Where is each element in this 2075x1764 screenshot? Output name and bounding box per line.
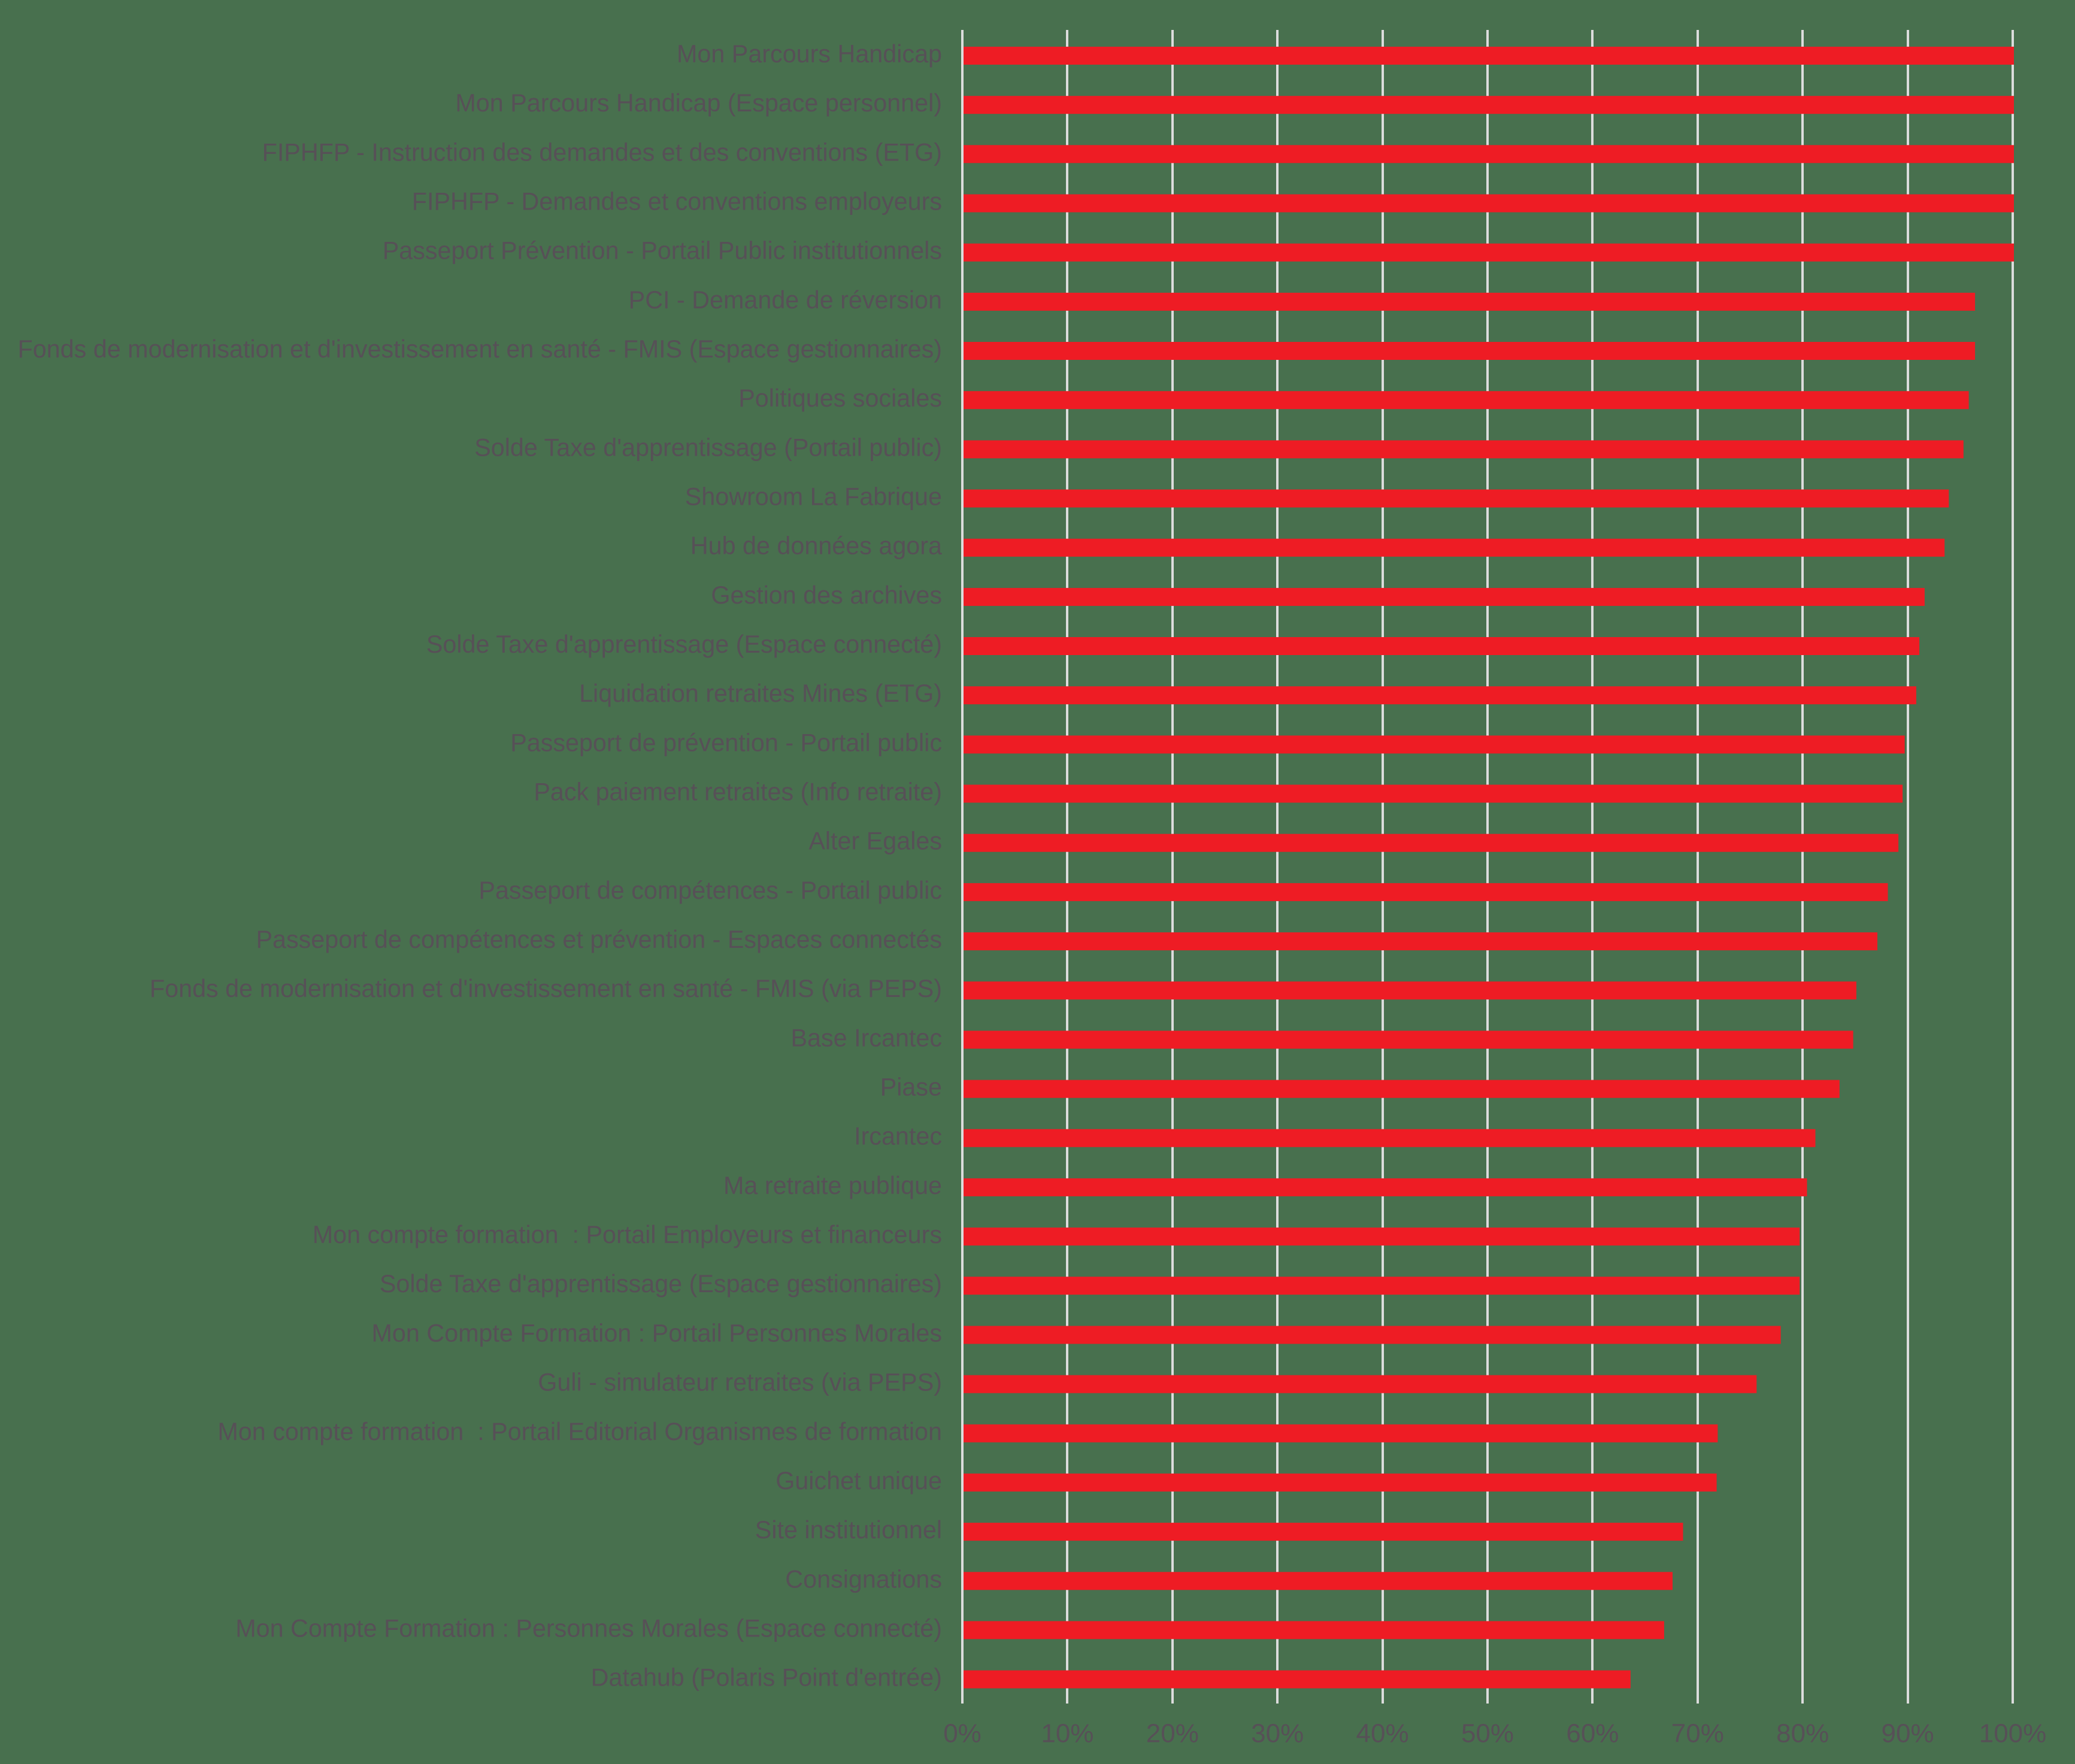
svg-text:Guichet unique: Guichet unique xyxy=(776,1467,942,1495)
svg-text:Ircantec: Ircantec xyxy=(854,1123,942,1150)
svg-text:40%: 40% xyxy=(1356,1719,1409,1748)
svg-text:Passeport de compétences - Por: Passeport de compétences - Portail publi… xyxy=(478,877,942,904)
svg-text:20%: 20% xyxy=(1146,1719,1199,1748)
svg-text:Alter Egales: Alter Egales xyxy=(808,828,942,855)
svg-text:Fonds de modernisation et d'in: Fonds de modernisation et d'investisseme… xyxy=(17,335,942,363)
svg-text:Pack paiement retraites (Info: Pack paiement retraites (Info retraite) xyxy=(534,778,942,806)
svg-text:90%: 90% xyxy=(1882,1719,1934,1748)
svg-text:PCI - Demande de réversion: PCI - Demande de réversion xyxy=(629,286,942,314)
svg-text:50%: 50% xyxy=(1461,1719,1514,1748)
svg-text:Solde Taxe d'apprentissage (Po: Solde Taxe d'apprentissage (Portail publ… xyxy=(474,434,942,461)
svg-text:Base Ircantec: Base Ircantec xyxy=(791,1024,943,1051)
svg-text:Consignations: Consignations xyxy=(785,1565,942,1593)
svg-text:Fonds de modernisation et d'in: Fonds de modernisation et d'investisseme… xyxy=(150,975,942,1002)
svg-text:0%: 0% xyxy=(943,1719,982,1748)
svg-text:Politiques sociales: Politiques sociales xyxy=(738,384,942,412)
svg-text:Ma retraite publique: Ma retraite publique xyxy=(723,1172,942,1199)
svg-text:Solde Taxe d'apprentissage (Es: Solde Taxe d'apprentissage (Espace gesti… xyxy=(380,1270,942,1298)
svg-text:Mon Parcours Handicap (Espace: Mon Parcours Handicap (Espace personnel) xyxy=(455,89,942,117)
svg-text:Showroom La Fabrique: Showroom La Fabrique xyxy=(685,483,942,511)
svg-text:Hub de données agora: Hub de données agora xyxy=(690,532,942,560)
svg-text:Datahub (Polaris Point d'entré: Datahub (Polaris Point d'entrée) xyxy=(591,1664,942,1692)
svg-text:FIPHFP - Instruction des deman: FIPHFP - Instruction des demandes et des… xyxy=(262,138,942,166)
svg-text:Mon Compte Formation : Portail: Mon Compte Formation : Portail Personnes… xyxy=(371,1319,942,1347)
svg-text:30%: 30% xyxy=(1251,1719,1304,1748)
svg-text:Mon Compte Formation : Personn: Mon Compte Formation : Personnes Morales… xyxy=(235,1614,942,1642)
svg-text:Passeport de prévention - Port: Passeport de prévention - Portail public xyxy=(510,729,942,756)
svg-text:Mon compte formation : Portai: Mon compte formation : Portail Editorial… xyxy=(217,1418,942,1445)
svg-text:Gestion des archives: Gestion des archives xyxy=(711,581,942,609)
svg-text:Guli - simulateur retraites (v: Guli - simulateur retraites (via PEPS) xyxy=(538,1369,942,1396)
svg-text:60%: 60% xyxy=(1566,1719,1619,1748)
svg-text:70%: 70% xyxy=(1671,1719,1724,1748)
svg-text:Liquidation retraites Mines (E: Liquidation retraites Mines (ETG) xyxy=(579,680,942,707)
svg-text:Solde Taxe d'apprentissage (Es: Solde Taxe d'apprentissage (Espace conne… xyxy=(426,631,942,658)
svg-text:100%: 100% xyxy=(1979,1719,2047,1748)
svg-text:10%: 10% xyxy=(1041,1719,1093,1748)
svg-text:Piase: Piase xyxy=(880,1074,942,1101)
svg-text:Site institutionnel: Site institutionnel xyxy=(755,1516,942,1544)
svg-text:Mon Parcours Handicap: Mon Parcours Handicap xyxy=(677,40,942,68)
svg-text:FIPHFP - Demandes et conventio: FIPHFP - Demandes et conventions employe… xyxy=(412,188,942,216)
svg-text:Passeport de compétences et pr: Passeport de compétences et prévention -… xyxy=(256,926,942,953)
svg-text:Mon compte formation : Portai: Mon compte formation : Portail Employeur… xyxy=(313,1221,942,1248)
svg-text:Passeport Prévention - Portail: Passeport Prévention - Portail Public in… xyxy=(383,237,942,265)
svg-text:80%: 80% xyxy=(1776,1719,1829,1748)
